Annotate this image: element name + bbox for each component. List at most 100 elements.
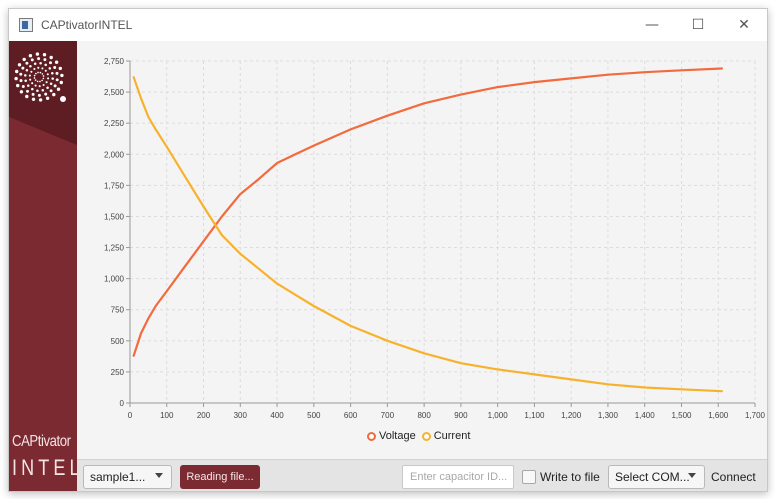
logo-dot [42,77,45,80]
logo-dot [25,61,29,65]
bottom-toolbar: sample1... Reading file... Write to file… [77,459,767,491]
logo-dot [49,89,53,93]
logo-dot [19,90,24,94]
logo-dot [36,80,39,83]
logo-dot [60,96,66,102]
logo-dot [42,75,45,77]
legend-item-voltage[interactable]: Voltage [367,430,416,442]
logo-dot [31,82,34,85]
logo-dot [25,69,29,72]
logo-dot [31,92,35,96]
connect-button[interactable]: Connect [711,470,756,484]
file-select[interactable]: sample1... [83,465,172,489]
x-tick-label: 1,400 [635,411,656,420]
x-tick-label: 600 [344,411,358,420]
logo-dot [17,63,22,67]
logo-dot [45,81,48,84]
write-to-file-checkbox[interactable] [522,470,536,484]
logo-dot [44,63,47,67]
close-button[interactable]: ✕ [738,17,750,33]
logo-dot [22,57,26,62]
logo-dot [38,98,43,102]
brand-name-top: CAPtivator [12,433,71,450]
logo-dot [37,93,41,97]
logo-dot [54,60,59,64]
logo-dot [15,69,19,74]
x-tick-label: 1,600 [708,411,729,420]
logo-dot [33,74,36,77]
logo-dot [49,61,52,65]
series-line-voltage [132,67,724,357]
logo-dot [58,66,62,71]
y-tick-label: 750 [111,306,125,315]
radial-dots-logo-icon [14,52,66,102]
legend-item-current[interactable]: Current [421,430,470,442]
x-tick-label: 900 [454,411,468,420]
chart-legend: Voltage Current [367,430,470,442]
logo-dot [28,54,33,58]
reading-file-button[interactable]: Reading file... [180,465,260,489]
x-tick-label: 300 [234,411,248,420]
legend-marker-current [421,431,431,441]
file-select-value: sample1... [90,470,146,484]
x-tick-label: 100 [160,411,174,420]
logo-dot [46,73,49,76]
logo-dot [39,80,41,83]
x-tick-label: 1,500 [671,411,692,420]
series-line-current [132,76,724,393]
logo-dot [60,73,64,78]
com-port-select[interactable]: Select COM... [608,465,705,489]
logo-dot [21,85,25,88]
y-tick-label: 2,500 [104,88,125,97]
logo-dot [55,71,59,75]
x-tick-label: 800 [417,411,431,420]
logo-dot [30,70,33,73]
logo-dot [30,58,34,62]
logo-dot [14,76,18,81]
x-tick-label: 1,700 [745,411,766,420]
logo-dot [34,79,37,81]
x-tick-label: 1,100 [524,411,545,420]
chevron-down-icon [688,473,696,478]
logo-dot [51,77,54,80]
logo-dot [29,78,32,81]
logo-dot [33,77,36,79]
capacitor-id-input[interactable] [402,465,514,489]
logo-dot [34,84,37,87]
logo-dot [39,71,42,74]
logo-dot [37,71,39,74]
logo-dot [41,79,43,82]
y-tick-label: 2,000 [104,150,125,159]
logo-dot [59,80,63,85]
logo-dot [56,87,61,91]
logo-dot [21,66,25,70]
logo-dot [52,92,56,97]
minimize-button[interactable]: — [645,17,659,33]
y-tick-label: 2,250 [104,119,125,128]
logo-dot [53,66,57,69]
logo-dot [41,67,44,70]
logo-dot [25,94,29,99]
logo-dot [37,57,41,61]
legend-label-voltage: Voltage [379,430,416,442]
logo-dot [38,85,41,88]
logo-dot [43,58,47,62]
logo-dot [49,55,53,60]
maximize-button[interactable]: ☐ [691,17,705,33]
logo-dot [36,89,39,92]
logo-dot [19,79,23,83]
logo-dot [33,62,37,65]
x-tick-label: 1,200 [561,411,582,420]
logo-dot [28,74,31,77]
logo-dot [41,73,44,75]
title-bar[interactable]: CAPtivatorINTEL — ☐ ✕ [9,9,767,41]
logo-dot [42,83,45,87]
y-tick-label: 1,250 [104,244,125,253]
logo-dot [16,83,20,88]
logo-dot [35,72,37,75]
sidebar-diagonal [9,117,77,145]
y-tick-label: 0 [120,399,125,408]
window-controls: — ☐ ✕ [629,9,767,41]
write-to-file-label[interactable]: Write to file [540,470,600,484]
logo-dot [19,72,23,76]
